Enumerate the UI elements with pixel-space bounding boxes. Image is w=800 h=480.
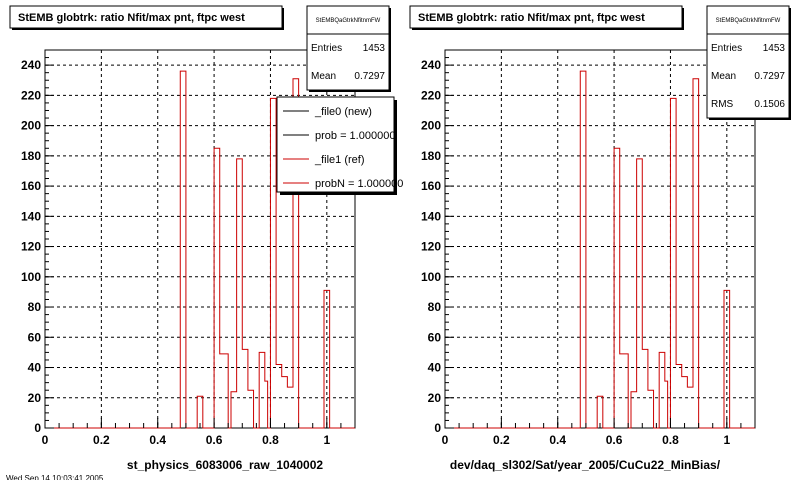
y-tick-label: 100 <box>21 270 41 284</box>
chart-title: StEMB globtrk: ratio Nfit/max pnt, ftpc … <box>418 12 645 24</box>
stats-value: 0.7297 <box>754 71 785 82</box>
stats-box <box>706 5 790 119</box>
y-tick-label: 200 <box>421 119 441 133</box>
y-tick-label: 140 <box>21 209 41 223</box>
y-tick-label: 0 <box>434 421 441 435</box>
chart-panel-1: 0 0.2 0.4 0.6 0.8 1 0 20 40 60 80 100 120 140 160 180 20… <box>9 5 403 472</box>
x-tick-label: 0.4 <box>149 433 166 447</box>
y-tick-label: 60 <box>28 330 42 344</box>
stats-value: 1453 <box>363 43 386 54</box>
legend-entry-label: _file0 (new) <box>314 106 372 118</box>
y-tick-label: 240 <box>421 58 441 72</box>
x-tick-label: 0.6 <box>206 433 223 447</box>
stats-label: Entries <box>311 43 342 54</box>
y-tick-label: 160 <box>421 179 441 193</box>
footer-timestamp: Wed Sep 14 10:03:41 2005 <box>6 474 104 480</box>
stats-box <box>306 5 390 91</box>
y-tick-label: 180 <box>421 149 441 163</box>
x-tick-label: 0.4 <box>549 433 566 447</box>
x-axis-label: st_physics_6083006_raw_1040002 <box>127 458 323 472</box>
x-tick-label: 0 <box>42 433 49 447</box>
y-tick-label: 40 <box>28 361 42 375</box>
legend-entry-label: _file1 (ref) <box>314 154 365 166</box>
y-tick-label: 100 <box>421 270 441 284</box>
y-tick-label: 20 <box>428 391 442 405</box>
stats-value: 0.7297 <box>354 71 385 82</box>
y-tick-label: 120 <box>421 240 441 254</box>
y-tick-label: 240 <box>21 58 41 72</box>
legend-box <box>276 96 395 193</box>
y-tick-label: 20 <box>28 391 42 405</box>
y-tick-label: 80 <box>428 300 442 314</box>
y-tick-label: 220 <box>421 88 441 102</box>
histogram-series-outline <box>445 70 755 429</box>
y-tick-label: 80 <box>28 300 42 314</box>
y-tick-label: 180 <box>21 149 41 163</box>
x-tick-label: 0.2 <box>93 433 110 447</box>
x-tick-label: 0.8 <box>262 433 279 447</box>
stats-name: StEMBQaGtrkNfitnmFW <box>716 18 781 24</box>
stats-label: Mean <box>311 71 336 82</box>
y-tick-label: 60 <box>428 330 442 344</box>
x-tick-label: 0.6 <box>606 433 623 447</box>
y-tick-label: 120 <box>21 240 41 254</box>
y-tick-label: 200 <box>21 119 41 133</box>
plot-frame <box>444 49 756 429</box>
stats-value: 1453 <box>763 43 786 54</box>
y-tick-label: 40 <box>428 361 442 375</box>
stats-value: 0.1506 <box>754 99 785 110</box>
legend-entry-label: prob = 1.000000 <box>315 130 395 142</box>
title-box <box>409 5 683 29</box>
y-tick-label: 0 <box>34 421 41 435</box>
chart-panel-2: 0 0.2 0.4 0.6 0.8 1 0 20 40 60 80 100 120 140 160 180 20… <box>409 5 791 472</box>
legend-entry-label: probN = 1.000000 <box>315 178 403 190</box>
x-tick-label: 1 <box>723 433 730 447</box>
stats-label: Entries <box>711 43 742 54</box>
stats-label: Mean <box>711 71 736 82</box>
x-axis-label: dev/daq_sl302/Sat/year_2005/CuCu22_MinBi… <box>450 458 721 472</box>
stats-label: RMS <box>711 99 734 110</box>
y-tick-label: 220 <box>21 88 41 102</box>
y-tick-label: 160 <box>21 179 41 193</box>
histogram-series-outline <box>45 70 355 429</box>
title-box <box>9 5 283 29</box>
x-tick-label: 0 <box>442 433 449 447</box>
chart-title: StEMB globtrk: ratio Nfit/max pnt, ftpc … <box>18 12 245 24</box>
x-tick-label: 0.8 <box>662 433 679 447</box>
stats-name: StEMBQaGtrkNfitnmFW <box>316 18 381 24</box>
x-tick-label: 0.2 <box>493 433 510 447</box>
y-tick-label: 140 <box>421 209 441 223</box>
x-tick-label: 1 <box>323 433 330 447</box>
